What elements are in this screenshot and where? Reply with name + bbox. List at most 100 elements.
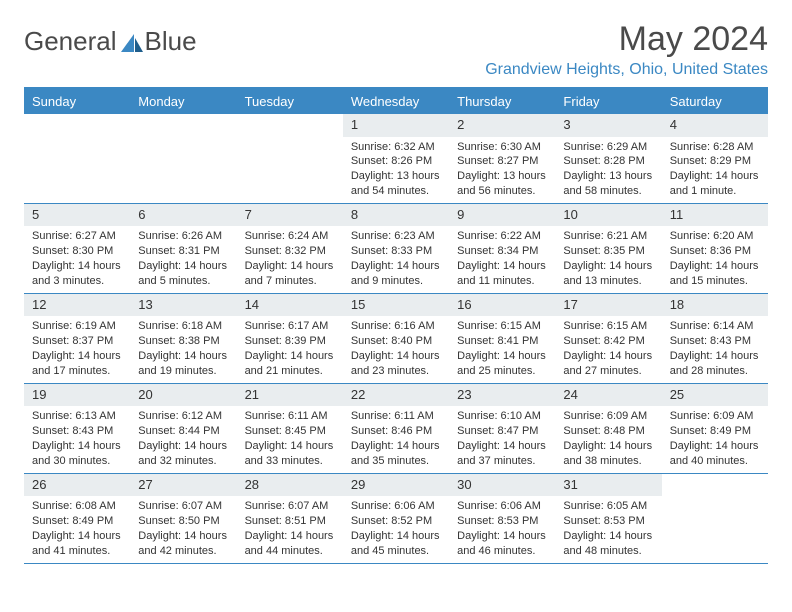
sunset-text: Sunset: 8:34 PM: [457, 244, 547, 259]
daylight-text: Daylight: 14 hours and 27 minutes.: [563, 349, 653, 379]
daylight-text: Daylight: 14 hours and 44 minutes.: [245, 529, 335, 559]
sunrise-text: Sunrise: 6:26 AM: [138, 229, 228, 244]
day-body: [24, 140, 130, 144]
title-location: Grandview Heights, Ohio, United States: [485, 61, 768, 79]
day-body: Sunrise: 6:06 AMSunset: 8:52 PMDaylight:…: [343, 499, 449, 562]
day-cell: 11Sunrise: 6:20 AMSunset: 8:36 PMDayligh…: [662, 204, 768, 293]
day-cell: 19Sunrise: 6:13 AMSunset: 8:43 PMDayligh…: [24, 384, 130, 473]
day-body: Sunrise: 6:09 AMSunset: 8:48 PMDaylight:…: [555, 409, 661, 472]
daylight-text: Daylight: 14 hours and 25 minutes.: [457, 349, 547, 379]
day-cell: 15Sunrise: 6:16 AMSunset: 8:40 PMDayligh…: [343, 294, 449, 383]
day-cell: 5Sunrise: 6:27 AMSunset: 8:30 PMDaylight…: [24, 204, 130, 293]
sunset-text: Sunset: 8:32 PM: [245, 244, 335, 259]
day-cell: 1Sunrise: 6:32 AMSunset: 8:26 PMDaylight…: [343, 114, 449, 203]
sunset-text: Sunset: 8:43 PM: [670, 334, 760, 349]
day-body: Sunrise: 6:26 AMSunset: 8:31 PMDaylight:…: [130, 229, 236, 292]
sunrise-text: Sunrise: 6:06 AM: [351, 499, 441, 514]
sunrise-text: Sunrise: 6:12 AM: [138, 409, 228, 424]
day-body: Sunrise: 6:11 AMSunset: 8:45 PMDaylight:…: [237, 409, 343, 472]
sunrise-text: Sunrise: 6:22 AM: [457, 229, 547, 244]
sunset-text: Sunset: 8:37 PM: [32, 334, 122, 349]
day-number: 25: [662, 384, 768, 407]
day-cell: 7Sunrise: 6:24 AMSunset: 8:32 PMDaylight…: [237, 204, 343, 293]
day-body: Sunrise: 6:12 AMSunset: 8:44 PMDaylight:…: [130, 409, 236, 472]
sunset-text: Sunset: 8:38 PM: [138, 334, 228, 349]
day-body: Sunrise: 6:23 AMSunset: 8:33 PMDaylight:…: [343, 229, 449, 292]
day-number: 13: [130, 294, 236, 317]
day-body: Sunrise: 6:19 AMSunset: 8:37 PMDaylight:…: [24, 319, 130, 382]
week-row: 19Sunrise: 6:13 AMSunset: 8:43 PMDayligh…: [24, 384, 768, 474]
day-body: Sunrise: 6:29 AMSunset: 8:28 PMDaylight:…: [555, 140, 661, 203]
brand-name-2: Blue: [145, 26, 197, 57]
day-cell: 31Sunrise: 6:05 AMSunset: 8:53 PMDayligh…: [555, 474, 661, 563]
day-cell: 13Sunrise: 6:18 AMSunset: 8:38 PMDayligh…: [130, 294, 236, 383]
daylight-text: Daylight: 14 hours and 46 minutes.: [457, 529, 547, 559]
dow-header-cell: Monday: [130, 89, 236, 114]
day-body: Sunrise: 6:13 AMSunset: 8:43 PMDaylight:…: [24, 409, 130, 472]
sunset-text: Sunset: 8:40 PM: [351, 334, 441, 349]
sunset-text: Sunset: 8:53 PM: [457, 514, 547, 529]
daylight-text: Daylight: 13 hours and 56 minutes.: [457, 169, 547, 199]
sunrise-text: Sunrise: 6:20 AM: [670, 229, 760, 244]
day-body: Sunrise: 6:21 AMSunset: 8:35 PMDaylight:…: [555, 229, 661, 292]
dow-header-cell: Saturday: [662, 89, 768, 114]
day-cell: 21Sunrise: 6:11 AMSunset: 8:45 PMDayligh…: [237, 384, 343, 473]
sunrise-text: Sunrise: 6:30 AM: [457, 140, 547, 155]
day-number: 20: [130, 384, 236, 407]
daylight-text: Daylight: 14 hours and 35 minutes.: [351, 439, 441, 469]
daylight-text: Daylight: 14 hours and 19 minutes.: [138, 349, 228, 379]
daylight-text: Daylight: 14 hours and 37 minutes.: [457, 439, 547, 469]
sunrise-text: Sunrise: 6:07 AM: [138, 499, 228, 514]
brand-logo: General Blue: [24, 26, 197, 57]
sunset-text: Sunset: 8:30 PM: [32, 244, 122, 259]
sunset-text: Sunset: 8:29 PM: [670, 154, 760, 169]
dow-header-cell: Sunday: [24, 89, 130, 114]
dow-header-row: SundayMondayTuesdayWednesdayThursdayFrid…: [24, 89, 768, 114]
daylight-text: Daylight: 14 hours and 42 minutes.: [138, 529, 228, 559]
day-cell: 25Sunrise: 6:09 AMSunset: 8:49 PMDayligh…: [662, 384, 768, 473]
sunrise-text: Sunrise: 6:19 AM: [32, 319, 122, 334]
daylight-text: Daylight: 14 hours and 3 minutes.: [32, 259, 122, 289]
daylight-text: Daylight: 14 hours and 23 minutes.: [351, 349, 441, 379]
daylight-text: Daylight: 14 hours and 9 minutes.: [351, 259, 441, 289]
day-cell: [237, 114, 343, 203]
sunrise-text: Sunrise: 6:09 AM: [670, 409, 760, 424]
day-number: 10: [555, 204, 661, 227]
day-body: Sunrise: 6:28 AMSunset: 8:29 PMDaylight:…: [662, 140, 768, 203]
day-body: Sunrise: 6:16 AMSunset: 8:40 PMDaylight:…: [343, 319, 449, 382]
brand-name-1: General: [24, 26, 117, 57]
day-body: Sunrise: 6:20 AMSunset: 8:36 PMDaylight:…: [662, 229, 768, 292]
day-number: 15: [343, 294, 449, 317]
sunrise-text: Sunrise: 6:10 AM: [457, 409, 547, 424]
sunset-text: Sunset: 8:44 PM: [138, 424, 228, 439]
daylight-text: Daylight: 14 hours and 21 minutes.: [245, 349, 335, 379]
dow-header-cell: Tuesday: [237, 89, 343, 114]
day-body: Sunrise: 6:30 AMSunset: 8:27 PMDaylight:…: [449, 140, 555, 203]
day-number: 14: [237, 294, 343, 317]
day-body: Sunrise: 6:07 AMSunset: 8:51 PMDaylight:…: [237, 499, 343, 562]
day-number: 28: [237, 474, 343, 497]
title-block: May 2024 Grandview Heights, Ohio, United…: [485, 20, 768, 79]
dow-header-cell: Wednesday: [343, 89, 449, 114]
day-cell: 2Sunrise: 6:30 AMSunset: 8:27 PMDaylight…: [449, 114, 555, 203]
daylight-text: Daylight: 14 hours and 28 minutes.: [670, 349, 760, 379]
day-cell: 9Sunrise: 6:22 AMSunset: 8:34 PMDaylight…: [449, 204, 555, 293]
day-body: Sunrise: 6:15 AMSunset: 8:42 PMDaylight:…: [555, 319, 661, 382]
day-number: 23: [449, 384, 555, 407]
day-cell: 16Sunrise: 6:15 AMSunset: 8:41 PMDayligh…: [449, 294, 555, 383]
day-number: 11: [662, 204, 768, 227]
day-cell: 3Sunrise: 6:29 AMSunset: 8:28 PMDaylight…: [555, 114, 661, 203]
day-body: [237, 140, 343, 144]
sunrise-text: Sunrise: 6:29 AM: [563, 140, 653, 155]
page-header: General Blue May 2024 Grandview Heights,…: [24, 20, 768, 79]
day-cell: 29Sunrise: 6:06 AMSunset: 8:52 PMDayligh…: [343, 474, 449, 563]
week-row: 12Sunrise: 6:19 AMSunset: 8:37 PMDayligh…: [24, 294, 768, 384]
sunrise-text: Sunrise: 6:27 AM: [32, 229, 122, 244]
day-number: 26: [24, 474, 130, 497]
day-body: Sunrise: 6:27 AMSunset: 8:30 PMDaylight:…: [24, 229, 130, 292]
sunset-text: Sunset: 8:49 PM: [670, 424, 760, 439]
daylight-text: Daylight: 14 hours and 33 minutes.: [245, 439, 335, 469]
sunrise-text: Sunrise: 6:32 AM: [351, 140, 441, 155]
sunrise-text: Sunrise: 6:15 AM: [563, 319, 653, 334]
day-cell: 12Sunrise: 6:19 AMSunset: 8:37 PMDayligh…: [24, 294, 130, 383]
